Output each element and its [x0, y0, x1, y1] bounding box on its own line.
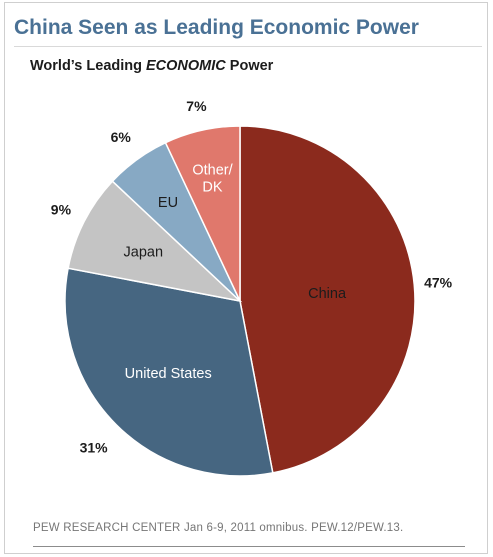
pie-slice-other-dk — [164, 125, 241, 302]
value-label-china: 47% — [424, 274, 453, 290]
value-label-other-dk: 7% — [186, 98, 207, 114]
subtitle-text-start: World’s Leading — [30, 58, 147, 74]
value-label-eu: 6% — [111, 129, 132, 145]
source-note: PEW RESEARCH CENTER Jan 6-9, 2011 omnibu… — [33, 522, 404, 534]
slice-label-japan: Japan — [124, 245, 164, 261]
value-label-united-states: 31% — [80, 439, 109, 455]
value-label-japan: 9% — [51, 202, 72, 218]
pie-slice-china — [239, 125, 416, 474]
slice-label-united-states: United States — [125, 366, 212, 382]
footer-divider — [33, 546, 465, 547]
title-divider — [14, 46, 482, 47]
slice-label-other-dk: Other/DK — [192, 163, 233, 196]
slice-label-china: China — [308, 286, 347, 302]
subtitle-text-end: Power — [225, 58, 274, 74]
pie-slice-japan — [67, 180, 243, 303]
subtitle-emphasis: ECONOMIC — [146, 58, 226, 74]
pie-slice-united-states — [64, 267, 274, 477]
chart-subtitle: World’s Leading ECONOMIC Power — [30, 58, 273, 74]
chart-title: China Seen as Leading Economic Power — [14, 16, 419, 39]
slice-label-eu: EU — [158, 195, 178, 211]
